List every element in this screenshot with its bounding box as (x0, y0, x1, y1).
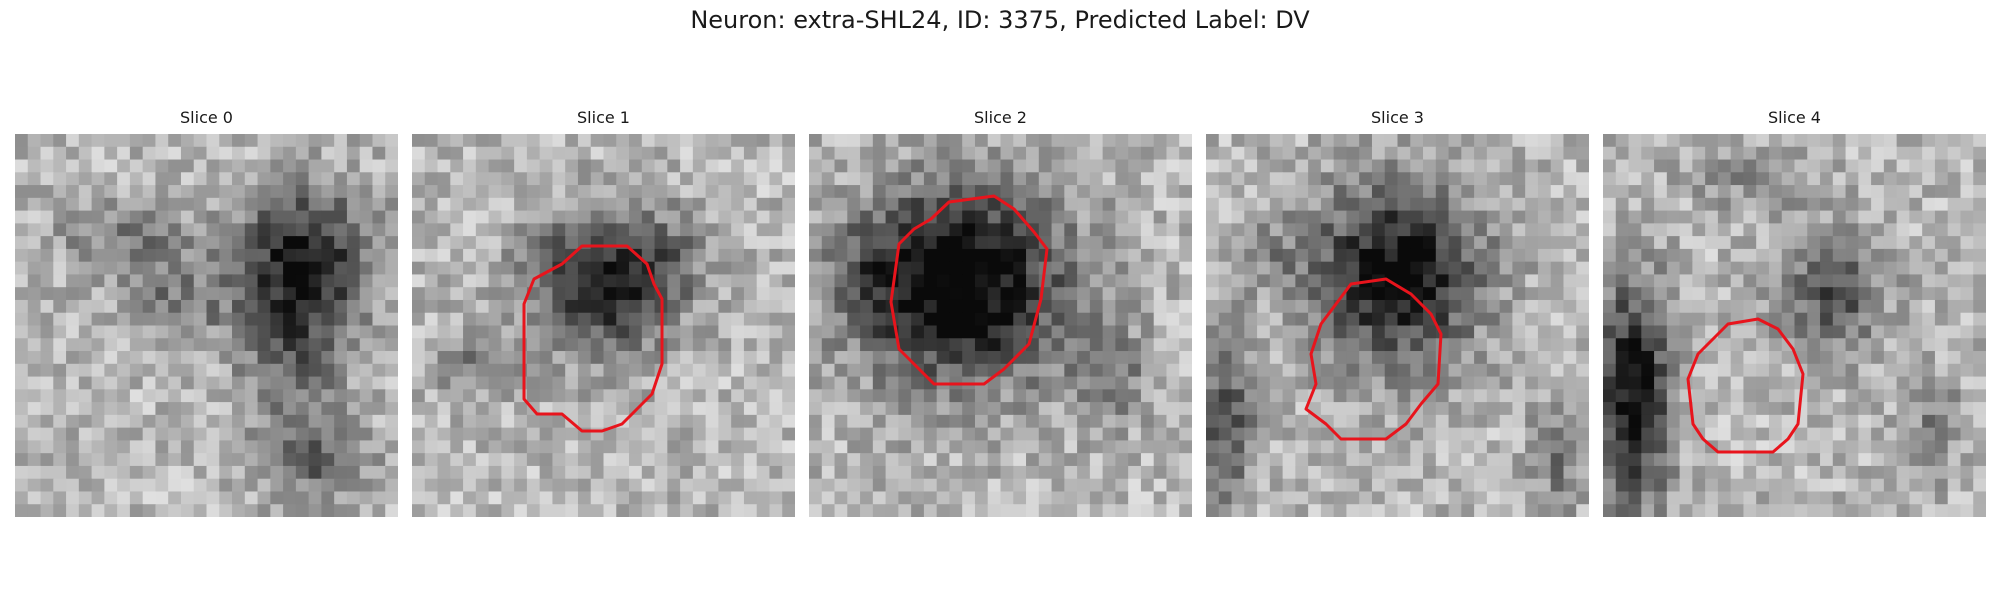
roi-outline (889, 194, 1049, 386)
figure-title: Neuron: extra-SHL24, ID: 3375, Predicted… (690, 6, 1310, 34)
slice-title: Slice 4 (1768, 108, 1821, 127)
slice-title: Slice 3 (1371, 108, 1424, 127)
pixel-grid (15, 134, 398, 517)
pixel-grid (1603, 134, 1986, 517)
slice-image (412, 134, 795, 517)
slice-panel-4: Slice 4 (1603, 108, 1986, 520)
roi-outline (1686, 317, 1805, 454)
roi-outline (1304, 277, 1443, 441)
pixel-grid (412, 134, 795, 517)
slice-image (15, 134, 398, 517)
pixel-grid (809, 134, 1192, 517)
slice-panel-0: Slice 0 (15, 108, 398, 520)
slice-panel-3: Slice 3 (1206, 108, 1589, 520)
pixel-grid (1206, 134, 1589, 517)
slice-title: Slice 2 (974, 108, 1027, 127)
slice-image (809, 134, 1192, 517)
slice-title: Slice 0 (180, 108, 233, 127)
slice-image (1206, 134, 1589, 517)
roi-outline (522, 244, 664, 433)
slice-panel-1: Slice 1 (412, 108, 795, 520)
slice-title: Slice 1 (577, 108, 630, 127)
slice-panel-2: Slice 2 (809, 108, 1192, 520)
slice-image (1603, 134, 1986, 517)
